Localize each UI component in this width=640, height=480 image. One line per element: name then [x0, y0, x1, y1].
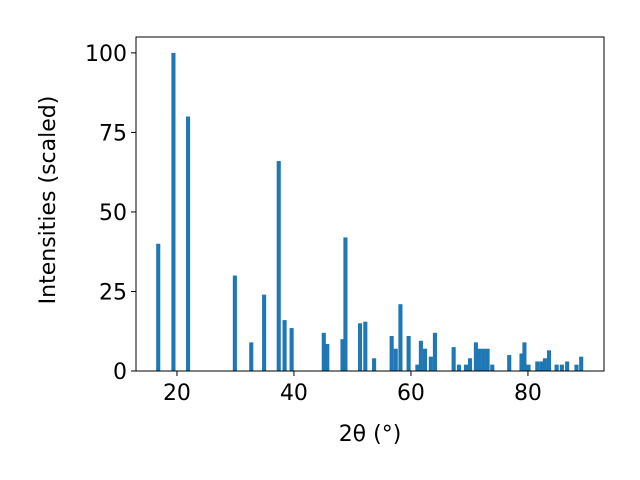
bar	[276, 161, 281, 371]
bar	[325, 343, 330, 371]
bar	[522, 342, 527, 371]
bar	[156, 243, 161, 371]
bar	[358, 323, 363, 371]
bar	[473, 342, 478, 371]
bar	[232, 275, 237, 371]
bar	[415, 364, 420, 371]
bar	[467, 358, 473, 371]
x-tick-label: 40	[280, 381, 308, 406]
bar	[546, 350, 552, 371]
bar	[463, 364, 468, 371]
bar	[579, 356, 584, 371]
x-tick-label: 20	[163, 381, 191, 406]
x-tick-label: 60	[397, 381, 425, 406]
bar	[432, 332, 437, 371]
bar	[507, 355, 512, 371]
bar	[477, 348, 482, 371]
bar	[542, 358, 547, 371]
bar	[451, 347, 456, 371]
bar	[554, 364, 559, 371]
bar	[418, 340, 423, 371]
bar	[481, 348, 486, 371]
bar	[186, 116, 191, 372]
bar	[389, 336, 394, 371]
bar	[363, 321, 368, 371]
bar	[535, 361, 540, 371]
bar	[490, 364, 495, 371]
bar	[539, 361, 544, 371]
bar	[519, 353, 524, 371]
bar-series	[156, 52, 584, 372]
bar	[171, 52, 176, 372]
y-tick-label: 75	[99, 121, 127, 146]
bar	[393, 348, 398, 371]
bar	[574, 364, 579, 371]
x-tick-label: 80	[514, 381, 542, 406]
bar	[340, 339, 345, 371]
bar	[398, 304, 403, 371]
bar	[422, 348, 428, 371]
y-tick-label: 100	[85, 42, 127, 67]
bar	[485, 348, 490, 371]
bar	[565, 361, 570, 371]
bar	[262, 294, 267, 371]
bar	[559, 364, 564, 371]
plot-frame	[135, 36, 605, 372]
y-tick-label: 25	[99, 280, 127, 305]
x-axis-label: 2θ (°)	[339, 422, 402, 447]
y-tick-label: 50	[99, 201, 127, 226]
bar	[282, 320, 287, 371]
y-axis-ticks: 0 25 50 75 100	[85, 42, 136, 385]
bar	[289, 328, 294, 371]
bar	[321, 332, 326, 371]
bar	[372, 358, 377, 371]
bar	[526, 364, 531, 371]
bar	[343, 237, 348, 371]
bar	[428, 356, 433, 371]
y-axis-label: Intensities (scaled)	[36, 96, 61, 305]
y-tick-label: 0	[113, 360, 127, 385]
x-axis-ticks: 20 40 60 80	[163, 371, 542, 406]
bar	[456, 364, 461, 371]
bar	[406, 336, 411, 371]
bar	[249, 342, 254, 371]
